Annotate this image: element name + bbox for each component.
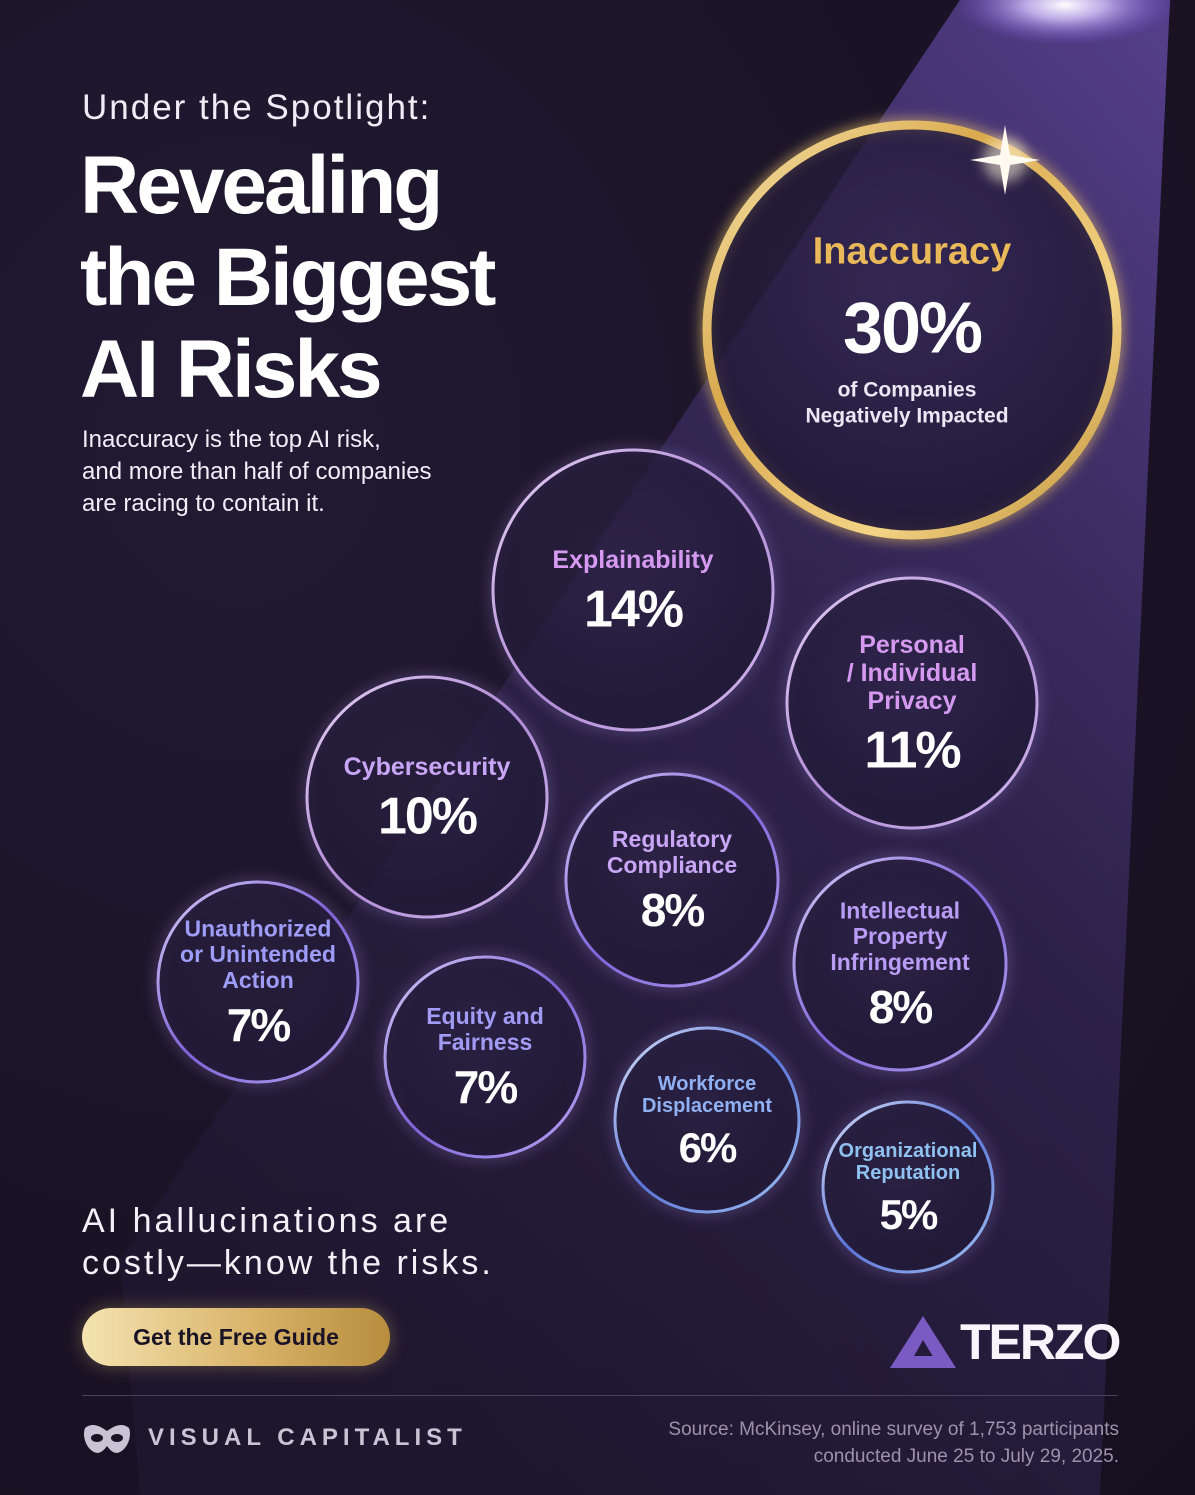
bubble-circle: [383, 955, 587, 1159]
bubble-label: Displacement: [642, 1095, 772, 1117]
source-line: conducted June 25 to July 29, 2025.: [813, 1446, 1119, 1467]
bubble-value: 11%: [864, 721, 960, 779]
bubble-value: 5%: [880, 1191, 938, 1238]
source-line: Source: McKinsey, online survey of 1,753…: [668, 1419, 1119, 1440]
source-note: Source: McKinsey, online survey of 1,753…: [668, 1416, 1119, 1470]
bubble-subtext: Negatively Impacted: [805, 405, 1008, 428]
bubble-label: Infringement: [830, 949, 970, 975]
bubble-circle: [305, 675, 549, 919]
bubble-circle: [564, 772, 780, 988]
vc-logo-text: VISUAL CAPITALIST: [148, 1424, 467, 1451]
tagline: AI hallucinations are costly—know the ri…: [82, 1200, 494, 1284]
bubble-label: / Individual: [847, 659, 978, 687]
bubble-value: 30%: [843, 289, 982, 369]
bubble-label: or Unintended: [180, 941, 336, 967]
bubble-label: Personal: [859, 631, 965, 659]
bubble-value: 7%: [227, 999, 291, 1051]
bubble-circle: [785, 576, 1039, 830]
terzo-logo-icon: [890, 1316, 956, 1368]
intro-line: Inaccuracy is the top AI risk,: [82, 426, 381, 453]
bubble: Inaccuracy 30% of Companies Negatively Impa…: [700, 118, 1124, 542]
bubble-label: Compliance: [607, 852, 737, 878]
bubble-value: 6%: [679, 1124, 737, 1171]
bubble-label: Explainability: [552, 546, 713, 574]
bubble-label: Unauthorized: [185, 915, 332, 941]
tagline-line: costly—know the risks.: [82, 1244, 494, 1282]
bubble-circle: [821, 1100, 995, 1274]
bubble-circle: [792, 856, 1008, 1072]
bubble-value: 10%: [378, 787, 477, 845]
subtitle: Under the Spotlight:: [82, 88, 432, 127]
bubble-subtext: of Companies: [838, 379, 977, 402]
bubble-circle: [613, 1026, 801, 1214]
bubble-label: Organizational: [839, 1140, 978, 1162]
bubble-label: Inaccuracy: [813, 230, 1012, 272]
bubble-label: Intellectual: [840, 897, 960, 923]
bubble-value: 7%: [454, 1061, 518, 1113]
bubble-circle: [702, 120, 1122, 540]
page-title: Revealing the Biggest AI Risks: [80, 140, 496, 416]
intro-text: Inaccuracy is the top AI risk, and more …: [82, 424, 502, 520]
spotlight-lamp: [955, 0, 1175, 45]
sparkle-icon: [970, 125, 1040, 195]
title-line: AI Risks: [80, 324, 383, 415]
bubble-value: 14%: [584, 580, 683, 638]
bubble-value: 8%: [869, 981, 933, 1033]
bubble-label: Regulatory: [612, 826, 732, 852]
bubble-value: 8%: [641, 884, 705, 936]
tagline-line: AI hallucinations are: [82, 1202, 452, 1240]
bubble-label: Fairness: [438, 1029, 533, 1055]
footer-divider: [82, 1395, 1118, 1396]
bubble-label: Workforce: [658, 1073, 757, 1095]
bubble-label: Cybersecurity: [344, 753, 511, 781]
vc-mask-icon: [84, 1424, 130, 1453]
bubble: Explainability 14%: [489, 446, 777, 734]
bubble-label: Property: [853, 923, 948, 949]
bubble-label: Privacy: [868, 687, 957, 715]
bubble-circle: [156, 880, 360, 1084]
bubble-circle: [491, 448, 775, 732]
bubble-label: Reputation: [856, 1162, 960, 1184]
title-line: Revealing: [80, 140, 443, 231]
terzo-logo-text: TERZO: [960, 1314, 1121, 1370]
bubble-label: Action: [222, 967, 294, 993]
intro-line: are racing to contain it.: [82, 490, 325, 517]
bubble-label: Equity and: [426, 1003, 544, 1029]
get-guide-button[interactable]: Get the Free Guide: [82, 1308, 390, 1366]
title-line: the Biggest: [80, 232, 496, 323]
bubble: Cybersecurity 10%: [303, 673, 551, 921]
intro-line: and more than half of companies: [82, 458, 432, 485]
terzo-logo[interactable]: TERZO: [890, 1312, 1121, 1372]
bubble-group: Inaccuracy 30% of Companies Negatively Impa…: [154, 118, 1124, 1276]
